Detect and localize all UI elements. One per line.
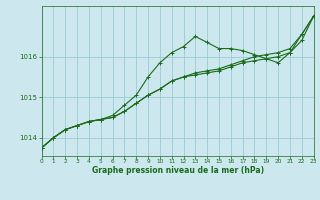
X-axis label: Graphe pression niveau de la mer (hPa): Graphe pression niveau de la mer (hPa) [92,166,264,175]
